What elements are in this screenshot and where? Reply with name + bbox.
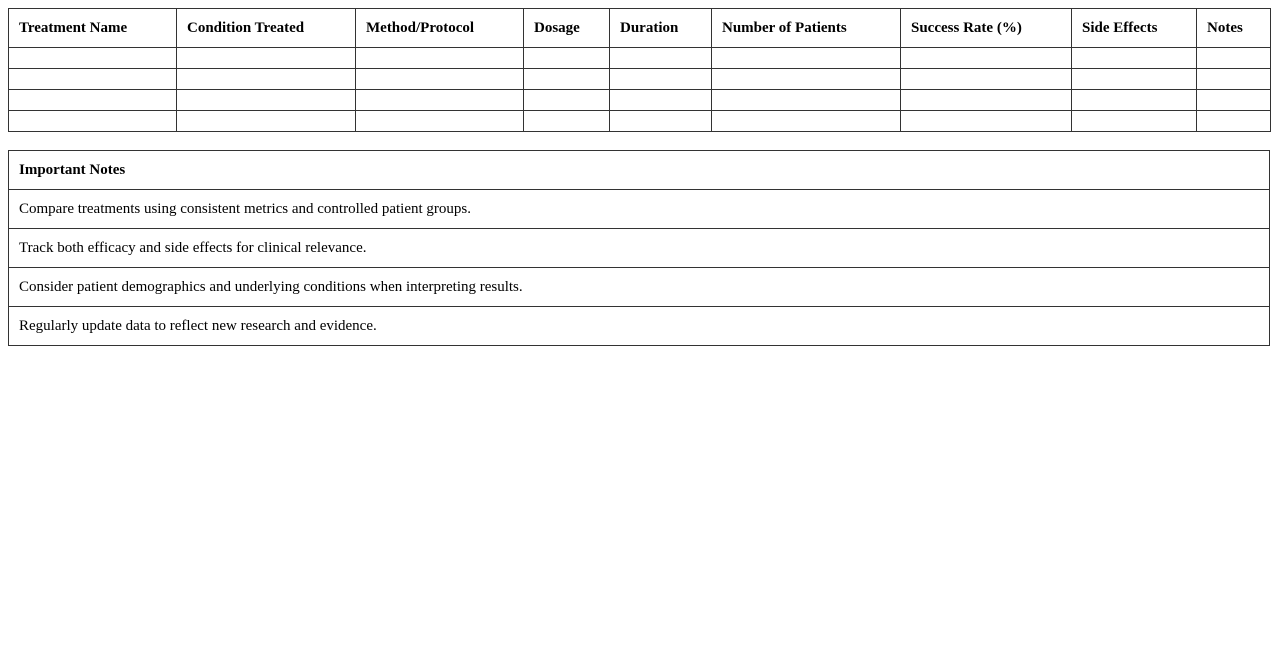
table-cell[interactable] xyxy=(900,47,1072,69)
table-cell[interactable] xyxy=(355,110,524,132)
column-header: Method/Protocol xyxy=(355,8,524,48)
table-cell[interactable] xyxy=(900,68,1072,90)
table-cell[interactable] xyxy=(355,89,524,111)
note-item: Regularly update data to reflect new res… xyxy=(8,306,1270,346)
table-header-row: Treatment Name Condition Treated Method/Pr… xyxy=(8,8,1271,48)
column-header: Treatment Name xyxy=(8,8,177,48)
table-cell[interactable] xyxy=(900,89,1072,111)
table-cell[interactable] xyxy=(176,89,356,111)
table-cell[interactable] xyxy=(900,110,1072,132)
table-row xyxy=(8,110,1271,132)
table-cell[interactable] xyxy=(1071,110,1197,132)
note-row: Compare treatments using consistent metr… xyxy=(8,189,1270,229)
table-cell[interactable] xyxy=(609,110,712,132)
table-cell[interactable] xyxy=(711,68,901,90)
table-cell[interactable] xyxy=(1071,68,1197,90)
note-item: Consider patient demographics and underl… xyxy=(8,267,1270,307)
table-cell[interactable] xyxy=(609,89,712,111)
table-cell[interactable] xyxy=(1196,89,1271,111)
table-cell[interactable] xyxy=(8,47,177,69)
column-header: Dosage xyxy=(523,8,610,48)
note-row: Track both efficacy and side effects for… xyxy=(8,228,1270,268)
table-cell[interactable] xyxy=(176,47,356,69)
column-header: Side Effects xyxy=(1071,8,1197,48)
table-cell[interactable] xyxy=(523,68,610,90)
table-row xyxy=(8,89,1271,111)
column-header: Duration xyxy=(609,8,712,48)
column-header: Success Rate (%) xyxy=(900,8,1072,48)
table-cell[interactable] xyxy=(176,68,356,90)
table-cell[interactable] xyxy=(711,47,901,69)
table-cell[interactable] xyxy=(523,47,610,69)
column-header: Number of Patients xyxy=(711,8,901,48)
important-notes-table: Important Notes Compare treatments using… xyxy=(8,150,1270,346)
table-cell[interactable] xyxy=(523,110,610,132)
note-item: Compare treatments using consistent metr… xyxy=(8,189,1270,229)
table-cell[interactable] xyxy=(711,110,901,132)
table-cell[interactable] xyxy=(1196,68,1271,90)
note-item: Track both efficacy and side effects for… xyxy=(8,228,1270,268)
notes-header-row: Important Notes xyxy=(8,150,1270,190)
table-cell[interactable] xyxy=(1071,47,1197,69)
table-cell[interactable] xyxy=(609,47,712,69)
table-row xyxy=(8,68,1271,90)
treatments-table: Treatment Name Condition Treated Method/Pr… xyxy=(8,8,1271,132)
note-row: Consider patient demographics and underl… xyxy=(8,267,1270,307)
column-header: Notes xyxy=(1196,8,1271,48)
table-cell[interactable] xyxy=(8,89,177,111)
notes-title: Important Notes xyxy=(8,150,1270,190)
table-row xyxy=(8,47,1271,69)
table-cell[interactable] xyxy=(8,68,177,90)
table-cell[interactable] xyxy=(176,110,356,132)
table-cell[interactable] xyxy=(609,68,712,90)
table-cell[interactable] xyxy=(8,110,177,132)
table-cell[interactable] xyxy=(1071,89,1197,111)
column-header: Condition Treated xyxy=(176,8,356,48)
table-cell[interactable] xyxy=(355,68,524,90)
table-cell[interactable] xyxy=(1196,110,1271,132)
note-row: Regularly update data to reflect new res… xyxy=(8,306,1270,346)
table-cell[interactable] xyxy=(355,47,524,69)
table-cell[interactable] xyxy=(523,89,610,111)
table-cell[interactable] xyxy=(711,89,901,111)
table-cell[interactable] xyxy=(1196,47,1271,69)
